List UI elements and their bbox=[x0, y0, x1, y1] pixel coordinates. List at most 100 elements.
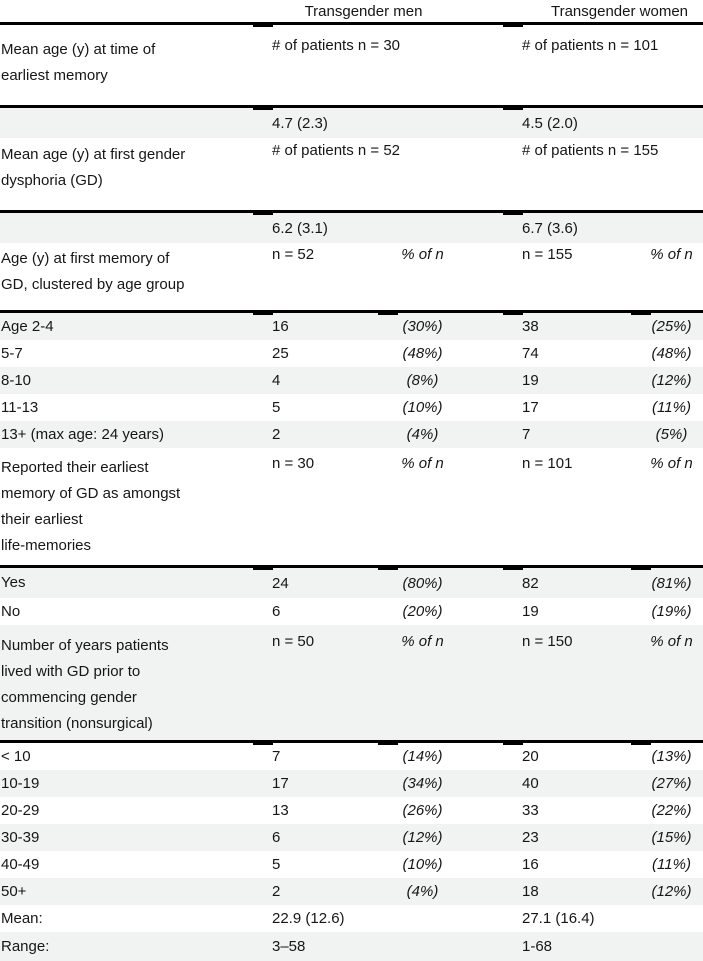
tw-count: 19 bbox=[522, 603, 539, 620]
tw-percent-header: % of n bbox=[650, 246, 693, 263]
table-row: Age 2-4 16 (30%) 38 (25%) bbox=[0, 313, 703, 340]
tw-count: 20 bbox=[522, 748, 539, 765]
tm-count: 6 bbox=[272, 603, 281, 620]
tw-percent: (11%) bbox=[652, 856, 691, 873]
tw-percent: (27%) bbox=[651, 775, 692, 792]
rule-segment bbox=[253, 310, 273, 315]
table-row: 20-29 13 (26%) 33 (22%) bbox=[0, 797, 703, 824]
tw-percent: (19%) bbox=[651, 603, 692, 620]
table-header-row: Transgender men Transgender women bbox=[0, 0, 703, 22]
tm-percent: (4%) bbox=[406, 426, 439, 443]
tw-percent-header: % of n bbox=[650, 455, 693, 472]
tw-count: 18 bbox=[522, 883, 539, 900]
tw-percent: (12%) bbox=[651, 883, 692, 900]
tm-n: n = 30 bbox=[272, 455, 315, 472]
table-row: 40-49 5 (10%) 16 (11%) bbox=[0, 851, 703, 878]
rule-segment bbox=[378, 740, 398, 745]
tw-n: n = 155 bbox=[522, 246, 573, 263]
tm-percent: (8%) bbox=[406, 372, 439, 389]
tm-percent: (10%) bbox=[402, 856, 443, 873]
tm-count: 13 bbox=[272, 802, 289, 819]
tm-percent-header: % of n bbox=[401, 455, 444, 472]
table-row: Number of years patients lived with GD p… bbox=[0, 625, 703, 740]
table-row: 50+ 2 (4%) 18 (12%) bbox=[0, 878, 703, 905]
tw-count: 82 bbox=[522, 574, 539, 592]
tm-percent: (12%) bbox=[402, 829, 443, 846]
table-row: 6.2 (3.1) 6.7 (3.6) bbox=[0, 213, 703, 243]
rule-segment bbox=[503, 210, 523, 215]
table-row: Mean: 22.9 (12.6) 27.1 (16.4) bbox=[0, 905, 703, 932]
row-label: 10-19 bbox=[1, 774, 40, 792]
row-label: Age 2-4 bbox=[1, 317, 54, 335]
table-row: 5-7 25 (48%) 74 (48%) bbox=[0, 340, 703, 367]
tw-value: 27.1 (16.4) bbox=[522, 910, 595, 927]
tm-count: 7 bbox=[272, 748, 281, 765]
tm-n: n = 50 bbox=[272, 633, 315, 650]
tw-value: # of patients n = 101 bbox=[522, 37, 659, 54]
row-label: Number of years patients lived with GD p… bbox=[1, 637, 169, 732]
table-row: Yes 24 (80%) 82 (81%) bbox=[0, 568, 703, 598]
tm-value: 6.2 (3.1) bbox=[272, 219, 328, 237]
tw-value: 1-68 bbox=[522, 938, 553, 955]
table-row: 10-19 17 (34%) 40 (27%) bbox=[0, 770, 703, 797]
tw-count: 33 bbox=[522, 802, 539, 819]
table-rule bbox=[0, 310, 703, 315]
tw-n: n = 150 bbox=[522, 633, 573, 650]
tm-count: 5 bbox=[272, 399, 281, 416]
tm-percent: (34%) bbox=[402, 775, 443, 792]
column-header-transgender-women: Transgender women bbox=[550, 2, 688, 20]
rule-segment bbox=[378, 565, 398, 570]
tm-percent: (48%) bbox=[402, 345, 443, 362]
tm-count: 17 bbox=[272, 775, 289, 792]
table-row: No 6 (20%) 19 (19%) bbox=[0, 598, 703, 625]
table-row: Age (y) at first memory of GD, clustered… bbox=[0, 243, 703, 310]
row-label: Age (y) at first memory of GD, clustered… bbox=[1, 250, 185, 293]
tw-value: 4.5 (2.0) bbox=[522, 114, 578, 132]
tm-count: 6 bbox=[272, 829, 281, 846]
table-row: Mean age (y) at time of earliest memory … bbox=[0, 25, 703, 105]
tm-percent: (80%) bbox=[402, 574, 443, 592]
table-row: 8-10 4 (8%) 19 (12%) bbox=[0, 367, 703, 394]
tm-value: 22.9 (12.6) bbox=[272, 910, 345, 927]
row-label: No bbox=[1, 602, 21, 620]
tm-count: 25 bbox=[272, 345, 289, 362]
tm-count: 5 bbox=[272, 856, 281, 873]
tm-count: 2 bbox=[272, 426, 281, 443]
tw-percent: (25%) bbox=[651, 318, 692, 335]
tw-percent: (22%) bbox=[651, 802, 692, 819]
row-label: < 10 bbox=[1, 747, 31, 765]
table-rule bbox=[0, 210, 703, 215]
tm-percent: (14%) bbox=[402, 748, 443, 765]
rule-segment bbox=[253, 210, 273, 215]
rule-segment bbox=[253, 105, 273, 110]
row-label: Range: bbox=[1, 937, 50, 955]
tw-count: 16 bbox=[522, 856, 539, 873]
rule-segment bbox=[253, 565, 273, 570]
tw-percent: (81%) bbox=[651, 574, 692, 592]
row-label: 40-49 bbox=[1, 855, 40, 873]
tm-percent: (30%) bbox=[402, 318, 443, 335]
tw-count: 40 bbox=[522, 775, 539, 792]
rule-segment bbox=[503, 565, 523, 570]
rule-segment bbox=[378, 310, 398, 315]
rule-segment bbox=[503, 105, 523, 110]
rule-segment bbox=[503, 22, 523, 27]
tw-n: n = 101 bbox=[522, 455, 573, 472]
table-rule bbox=[0, 740, 703, 745]
tm-n: n = 52 bbox=[272, 246, 315, 263]
rule-segment bbox=[503, 310, 523, 315]
table-row: 30-39 6 (12%) 23 (15%) bbox=[0, 824, 703, 851]
table-rule bbox=[0, 22, 703, 27]
rule-segment bbox=[503, 740, 523, 745]
row-label: Mean age (y) at time of earliest memory bbox=[1, 41, 156, 84]
tw-percent: (12%) bbox=[651, 372, 692, 389]
column-header-transgender-men: Transgender men bbox=[304, 2, 423, 20]
tw-value: 6.7 (3.6) bbox=[522, 219, 578, 237]
tw-percent: (5%) bbox=[655, 426, 688, 443]
tm-value: # of patients n = 52 bbox=[272, 142, 401, 159]
tm-count: 24 bbox=[272, 574, 289, 592]
tm-count: 2 bbox=[272, 883, 281, 900]
tm-percent: (26%) bbox=[402, 802, 443, 819]
tw-count: 23 bbox=[522, 829, 539, 846]
